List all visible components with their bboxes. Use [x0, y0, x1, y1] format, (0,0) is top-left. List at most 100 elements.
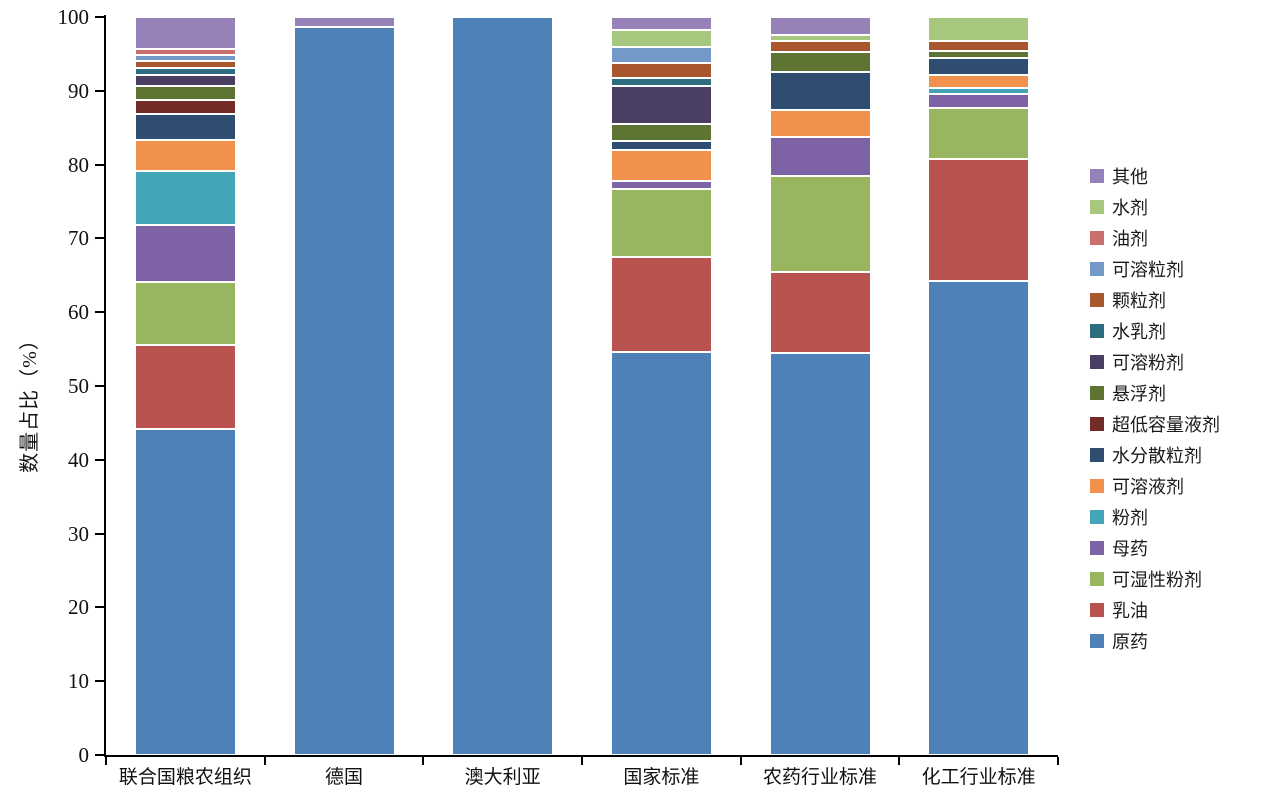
legend-swatch-icon: [1090, 633, 1104, 648]
bar-segment-颗粒剂: [928, 41, 1030, 51]
y-tick-label: 30: [68, 521, 89, 546]
legend-item: 水乳剂: [1090, 315, 1220, 346]
legend-item: 可溶粒剂: [1090, 253, 1220, 284]
legend-swatch-icon: [1090, 540, 1104, 555]
y-tick-label: 20: [68, 595, 89, 620]
x-category-label: 化工行业标准: [921, 767, 1036, 788]
legend-item: 颗粒剂: [1090, 284, 1220, 315]
bar-segment-母药: [928, 94, 1030, 108]
bar-segment-水分散粒剂: [928, 57, 1030, 76]
y-tick-label: 70: [68, 226, 89, 251]
bar-segment-水分散粒剂: [769, 71, 871, 110]
legend-label: 悬浮剂: [1112, 383, 1166, 404]
legend-swatch-icon: [1090, 447, 1104, 462]
bar-segment-其他: [610, 17, 712, 30]
y-tick-label: 90: [68, 78, 89, 103]
bar-segment-粉剂: [134, 171, 236, 226]
bar-segment-可湿性粉剂: [928, 107, 1030, 159]
bar-segment-乳油: [134, 345, 236, 429]
y-axis-tick: [95, 89, 104, 92]
bar-segment-原药: [928, 281, 1030, 755]
bar-segment-可溶粉剂: [134, 75, 236, 86]
legend-swatch-icon: [1090, 509, 1104, 524]
legend-label: 原药: [1112, 631, 1148, 652]
legend-label: 其他: [1112, 166, 1148, 187]
y-axis-tick: [95, 532, 104, 535]
y-axis-tick: [95, 16, 104, 18]
bar-segment-悬浮剂: [134, 85, 236, 100]
x-axis-tick: [898, 757, 901, 765]
legend-item: 乳油: [1090, 594, 1220, 625]
y-tick-label: 0: [78, 743, 90, 767]
legend-label: 可溶粉剂: [1112, 352, 1184, 373]
legend-label: 油剂: [1112, 228, 1148, 249]
bar-segment-水分散粒剂: [610, 140, 712, 150]
bar-segment-水乳剂: [134, 67, 236, 76]
bar-segment-水剂: [928, 17, 1030, 42]
x-category-label: 国家标准: [623, 767, 700, 788]
legend-item: 可溶粉剂: [1090, 346, 1220, 377]
legend-item: 水分散粒剂: [1090, 439, 1220, 470]
bar-segment-悬浮剂: [928, 50, 1030, 58]
legend: 其他 水剂 油剂 可溶粒剂 颗粒剂 水乳剂 可溶粉剂 悬浮剂 超低容量液剂 水分散粒剂 可溶液剂 粉剂…: [1090, 160, 1220, 656]
y-tick-label: 10: [68, 669, 89, 694]
bar-segment-颗粒剂: [610, 63, 712, 78]
y-axis-line: [104, 15, 106, 757]
bar-segment-可溶液剂: [928, 75, 1030, 88]
bar-segment-乳油: [610, 256, 712, 353]
legend-label: 水乳剂: [1112, 321, 1166, 342]
bar-segment-原药: [134, 428, 236, 755]
y-axis-tick: [95, 311, 104, 314]
bar-segment-水剂: [769, 35, 871, 42]
bar-segment-悬浮剂: [769, 51, 871, 72]
bar-segment-悬浮剂: [610, 124, 712, 141]
bar-segment-油剂: [134, 48, 236, 55]
bar-segment-可溶粉剂: [610, 85, 712, 124]
legend-swatch-icon: [1090, 354, 1104, 369]
x-axis-tick: [263, 757, 266, 765]
legend-label: 可湿性粉剂: [1112, 569, 1202, 590]
x-axis-tick: [581, 757, 583, 765]
bar-segment-可湿性粉剂: [610, 188, 712, 257]
y-axis-tick: [95, 606, 104, 609]
bar-segment-可溶液剂: [769, 109, 871, 138]
bar-segment-可溶粒剂: [134, 54, 236, 62]
bar-segment-乳油: [928, 158, 1030, 282]
bar-segment-可溶液剂: [134, 140, 236, 172]
y-axis-tick: [95, 385, 104, 387]
bar-segment-可湿性粉剂: [134, 281, 236, 346]
x-axis-line: [104, 755, 1058, 757]
legend-swatch-icon: [1090, 261, 1104, 276]
legend-item: 油剂: [1090, 222, 1220, 253]
bar-segment-母药: [769, 137, 871, 176]
bar-segment-母药: [610, 180, 712, 189]
bar-segment-粉剂: [928, 87, 1030, 95]
legend-swatch-icon: [1090, 478, 1104, 493]
x-category-label: 澳大利亚: [464, 767, 541, 788]
legend-item: 原药: [1090, 625, 1220, 656]
bar-segment-其他: [134, 17, 236, 49]
bar-segment-水分散粒剂: [134, 114, 236, 141]
bar-segment-其他: [293, 17, 395, 28]
legend-swatch-icon: [1090, 323, 1104, 338]
legend-label: 粉剂: [1112, 507, 1148, 528]
legend-swatch-icon: [1090, 168, 1104, 183]
y-axis-tick: [95, 163, 104, 166]
bar-segment-可溶液剂: [610, 149, 712, 181]
y-axis-tick: [95, 458, 104, 461]
bar-segment-其他: [769, 17, 871, 36]
y-axis-tick: [95, 680, 104, 683]
y-tick-label: 100: [57, 5, 90, 29]
bar-segment-母药: [134, 225, 236, 282]
y-axis-tick: [95, 237, 104, 240]
x-category-label: 农药行业标准: [762, 767, 877, 788]
legend-label: 母药: [1112, 538, 1148, 559]
legend-label: 颗粒剂: [1112, 290, 1166, 311]
bar-segment-原药: [293, 27, 395, 755]
legend-item: 母药: [1090, 532, 1220, 563]
bar-segment-水剂: [610, 29, 712, 47]
legend-swatch-icon: [1090, 602, 1104, 617]
legend-label: 超低容量液剂: [1112, 414, 1220, 435]
legend-item: 粉剂: [1090, 501, 1220, 532]
